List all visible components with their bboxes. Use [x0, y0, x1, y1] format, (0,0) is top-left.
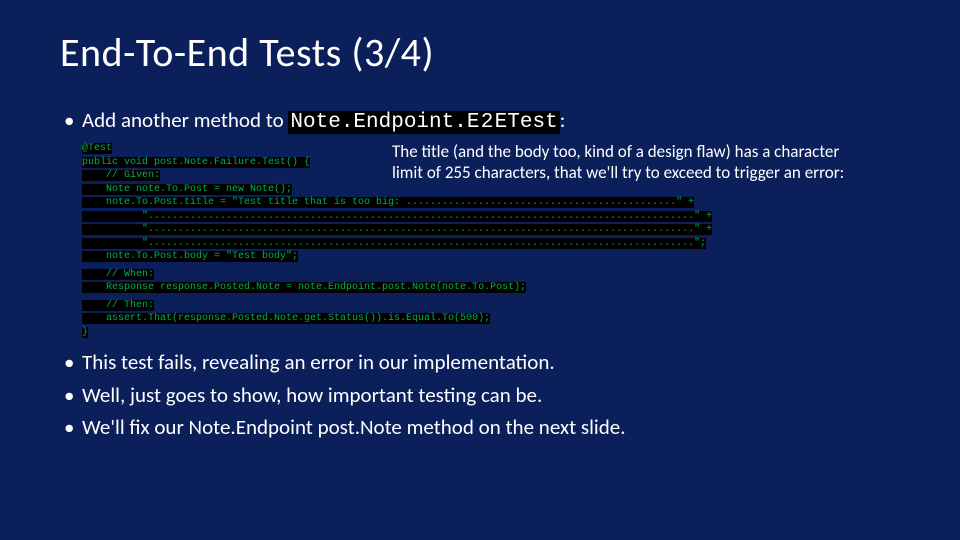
bottom-bullets: This test fails, revealing an error in o… [60, 349, 900, 440]
annotation-line1: The title (and the body too, kind of a d… [392, 142, 960, 162]
code-l12: // Then: [82, 299, 900, 313]
annotation-text: The title (and the body too, kind of a d… [392, 142, 960, 183]
code-l08: ".......................................… [82, 237, 900, 251]
code-l14: } [82, 326, 900, 340]
slide-container: End-To-End Tests (3/4) Add another metho… [0, 0, 960, 466]
code-l04: Note note.To.Post = new Note(); [82, 183, 900, 197]
className-code: Note.Endpoint.E 2 ETest [288, 111, 559, 134]
code-l11: Response response.Posted.Note = note.End… [82, 281, 900, 295]
code-l07: ".......................................… [82, 223, 900, 237]
code-l05: note.To.Post.title = "Test title that is… [82, 196, 900, 210]
code-block: The title (and the body too, kind of a d… [82, 142, 900, 339]
annotation-line2: limit of 255 characters, that we'll try … [392, 163, 960, 183]
code-l09: note.To.Post.body = "Test body"; [82, 250, 900, 264]
bullet-top: Add another method to Note.Endpoint.E 2 … [60, 107, 900, 136]
slide-title: End-To-End Tests (3/4) [60, 28, 900, 77]
bullet-3: We'll fix our Note.Endpoint post.Note me… [60, 414, 900, 440]
bullet-top-suffix: : [560, 107, 566, 133]
code-l06: ".......................................… [82, 210, 900, 224]
code-l13: assert.That(response.Posted.Note.get.Sta… [82, 312, 900, 326]
code-l10: // When: [82, 268, 900, 282]
bullet-1: This test fails, revealing an error in o… [60, 349, 900, 375]
bullet-2: Well, just goes to show, how important t… [60, 382, 900, 408]
bullet-top-prefix: Add another method to [82, 107, 288, 133]
